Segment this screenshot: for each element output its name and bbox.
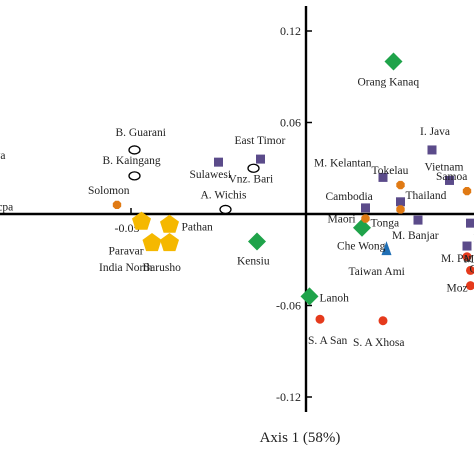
marker-b-kaingang	[128, 171, 141, 181]
label-s-a-xhosa: S. A Xhosa	[353, 337, 404, 349]
label-vietnam: Vietnam	[425, 161, 464, 173]
marker-che-wong	[353, 218, 371, 237]
marker-solomon	[112, 200, 122, 209]
label-vnz-yucpa: Vnz. Yucpa	[0, 202, 13, 214]
marker-sulawesi	[214, 157, 223, 167]
label-a-wichis: A. Wichis	[201, 189, 247, 201]
marker-s-a-xhosa	[378, 316, 388, 326]
y-tick-label: 0.12	[280, 24, 301, 38]
marker-vnz-bari	[247, 163, 260, 173]
marker-tokelau	[396, 180, 405, 190]
marker-moz	[466, 281, 474, 291]
label-lanoh: Lanoh	[320, 292, 350, 304]
axes	[0, 6, 474, 412]
x-tick-label: -0.05	[115, 221, 140, 235]
label-solomon: Solomon	[88, 185, 130, 197]
marker-tonga	[396, 205, 405, 214]
label-m-banjar: M. Banjar	[392, 230, 439, 242]
marker-group	[112, 52, 474, 326]
label-barusho: Barusho	[143, 262, 182, 274]
marker-samoa	[462, 187, 472, 196]
marker-barusho	[160, 233, 179, 252]
label-thailand: Thailand	[406, 190, 447, 202]
marker-m-banjar	[413, 215, 423, 225]
label-tokelau: Tokelau	[372, 165, 409, 177]
marker-pathan	[160, 214, 179, 233]
marker-m-kelantan	[378, 172, 388, 182]
x-axis-title: Axis 1 (58%)	[260, 430, 341, 446]
label-b-guarani: B. Guarani	[116, 127, 166, 139]
y-tick-label: 0.06	[280, 116, 301, 130]
label-ge: GE	[470, 263, 474, 275]
label-m-kelantan: M. Kelantan	[314, 157, 372, 169]
label-vnz-bari: Vnz. Bari	[229, 173, 274, 185]
marker-m-java	[466, 218, 474, 228]
marker-vietnam	[445, 175, 454, 185]
marker-kensiu	[248, 232, 266, 251]
marker-a-wichis	[219, 204, 232, 215]
marker-ge	[466, 265, 474, 275]
label-moz: Moz	[447, 283, 468, 295]
marker-maori	[361, 214, 370, 223]
marker-lanoh	[300, 287, 319, 306]
label-s-a-san: S. A San	[308, 335, 348, 347]
marker-i-java	[427, 145, 437, 155]
marker-taiwan-ami	[381, 241, 392, 256]
label-samoa: Samoa	[436, 171, 467, 183]
marker-b-guarani	[128, 145, 141, 155]
marker-m-pat	[462, 241, 472, 251]
label-b-kaingang: B. Kaingang	[103, 155, 161, 167]
label-india-north: India North	[99, 262, 153, 274]
y-tick-label: -0.06	[276, 299, 301, 313]
label-orang-kanaq: Orang Kanaq	[358, 77, 420, 89]
label-tonga: Tonga	[371, 217, 400, 229]
label-paravar: Paravar	[109, 246, 144, 258]
tick-group: 0.12 0.06 -0.06 -0.12 -0.05	[115, 24, 312, 404]
label-pathan: Pathan	[182, 222, 214, 234]
label-maori: Maori	[328, 214, 356, 226]
label-che-wong: Che Wong	[337, 241, 386, 253]
point-label-group: Orang Kanaq Kensiu Che Wong Lanoh Sulawesi Ea…	[0, 77, 474, 349]
label-cambodia: Cambodia	[326, 191, 373, 203]
marker-east-timor	[256, 154, 265, 164]
label-i-java: I. Java	[420, 126, 450, 138]
marker-mande	[462, 252, 472, 262]
label-east-timor: East Timor	[235, 135, 286, 147]
marker-orang-kanaq	[384, 52, 403, 71]
label-m-pat: M. Pat	[441, 253, 472, 265]
label-sulawesi: Sulawesi	[190, 169, 232, 181]
marker-thailand	[396, 197, 405, 207]
marker-s-a-san	[315, 314, 325, 324]
marker-paravar	[132, 211, 151, 230]
y-tick-label: -0.12	[276, 390, 301, 404]
label-mande: Mande	[464, 254, 474, 266]
label-irian-jaya: Irian Jaya	[0, 150, 6, 162]
marker-cambodia	[361, 203, 370, 213]
label-kensiu: Kensiu	[237, 255, 270, 267]
label-taiwan-ami: Taiwan Ami	[349, 266, 405, 278]
marker-india-north	[142, 233, 162, 252]
